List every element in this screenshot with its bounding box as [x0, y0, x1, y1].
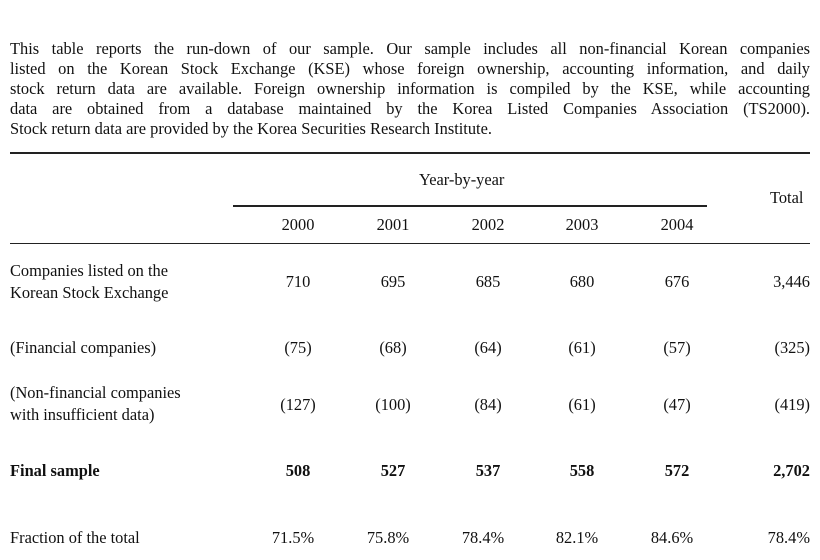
header-rule [10, 243, 810, 245]
cell-value: (127) [280, 395, 316, 414]
row-label-financial-companies: (Financial companies) [10, 338, 157, 357]
row-label-companies-listed: Companies listed on the Korean Stock Exc… [10, 261, 168, 303]
cell-total: 3,446 [773, 272, 810, 291]
cell-total: (419) [774, 395, 810, 414]
year-header-2002: 2002 [471, 215, 505, 234]
cell-value: 685 [475, 272, 501, 291]
caption-line: stock return data are available. Foreign… [10, 79, 810, 98]
table-caption: This table reports the run-down of our s… [10, 39, 810, 139]
cell-value: 680 [569, 272, 595, 291]
row-label-line: Companies listed on the [10, 261, 168, 280]
cell-value: 84.6% [650, 528, 694, 547]
caption-line: Stock return data are provided by the Ko… [10, 119, 492, 138]
cell-value: 508 [285, 461, 311, 480]
row-label-line: with insufficient data) [10, 405, 155, 424]
cell-value: 75.8% [366, 528, 410, 547]
cell-value: (100) [375, 395, 411, 414]
cell-total: 2,702 [773, 461, 810, 480]
cell-total: 78.4% [767, 528, 810, 547]
cell-value: 527 [380, 461, 406, 480]
total-header: Total [770, 188, 804, 207]
group-header-year-by-year: Year-by-year [419, 170, 505, 189]
cell-value: (57) [663, 338, 691, 357]
cell-value: (61) [568, 395, 596, 414]
year-header-2004: 2004 [660, 215, 694, 234]
row-label-line: Korean Stock Exchange [10, 283, 169, 302]
cell-value: 71.5% [271, 528, 315, 547]
cell-total: (325) [774, 338, 810, 357]
row-label-fraction-of-total: Fraction of the total [10, 528, 140, 547]
cell-value: 572 [664, 461, 690, 480]
caption-line: This table reports the run-down of our s… [10, 39, 810, 58]
cell-value: 676 [664, 272, 690, 291]
year-header-2003: 2003 [565, 215, 599, 234]
cell-value: 710 [285, 272, 311, 291]
cell-value: 78.4% [461, 528, 505, 547]
cell-value: 537 [475, 461, 501, 480]
cell-value: (64) [474, 338, 502, 357]
year-header-2001: 2001 [376, 215, 410, 234]
cell-value: (75) [284, 338, 312, 357]
row-label-final-sample: Final sample [10, 461, 100, 480]
row-label-non-financial-insufficient: (Non-financial companies with insufficie… [10, 383, 181, 425]
year-header-2000: 2000 [281, 215, 315, 234]
row-label-line: (Non-financial companies [10, 383, 181, 402]
caption-line: data are obtained from a database mainta… [10, 99, 810, 118]
cell-value: (84) [474, 395, 502, 414]
cell-value: (61) [568, 338, 596, 357]
top-rule [10, 152, 810, 154]
cell-value: 695 [380, 272, 406, 291]
cell-value: (47) [663, 395, 691, 414]
caption-line: listed on the Korean Stock Exchange (KSE… [10, 59, 810, 78]
cell-value: 558 [569, 461, 595, 480]
group-rule [233, 205, 707, 207]
cell-value: (68) [379, 338, 407, 357]
cell-value: 82.1% [555, 528, 599, 547]
